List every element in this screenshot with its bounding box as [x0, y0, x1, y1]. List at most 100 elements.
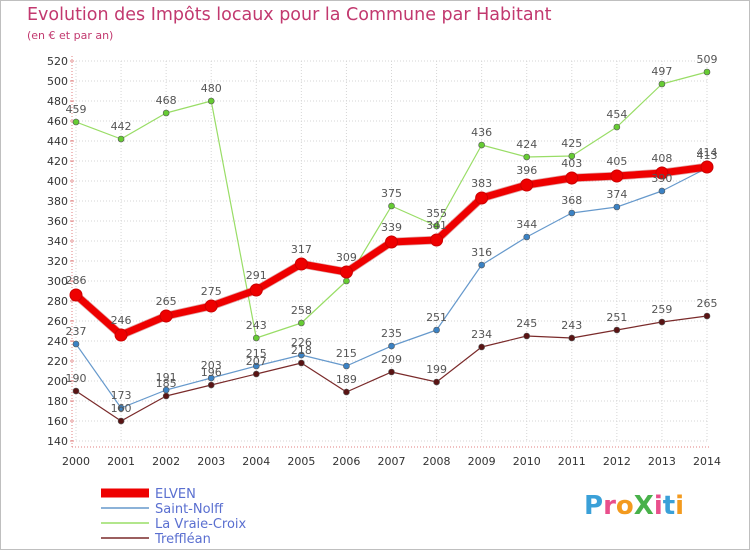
series-elven [69, 160, 714, 342]
legend-item: Treffléan [101, 532, 211, 547]
data-label: 218 [291, 344, 312, 357]
data-point [294, 257, 308, 271]
data-label: 408 [651, 152, 672, 165]
data-label: 191 [156, 371, 177, 384]
data-point [72, 118, 80, 126]
legend-label: Saint-Nolff [155, 502, 224, 517]
data-label: 341 [426, 219, 447, 232]
y-tick-label: 220 [47, 355, 68, 368]
data-label: 196 [201, 366, 222, 379]
data-label: 424 [516, 138, 537, 151]
x-tick-label: 2004 [242, 455, 270, 468]
data-labels: 190 160 185 196 207 218 189 209 199 234 245 243 251 2… [66, 53, 718, 415]
data-point [343, 277, 350, 285]
data-point [658, 318, 666, 326]
data-point [114, 328, 128, 342]
data-label: 374 [606, 188, 627, 201]
data-point [117, 417, 125, 425]
y-tick-label: 360 [47, 215, 68, 228]
x-tick-label: 2009 [468, 455, 496, 468]
data-point [207, 374, 215, 382]
data-label: 509 [697, 53, 718, 66]
data-label: 173 [111, 389, 132, 402]
data-label: 390 [651, 172, 672, 185]
y-tick-label: 140 [47, 435, 68, 448]
data-label: 309 [336, 251, 357, 264]
data-label: 160 [111, 402, 132, 415]
x-tick-label: 2001 [107, 455, 135, 468]
data-point [703, 312, 711, 320]
y-tick-label: 420 [47, 155, 68, 168]
y-tick-label: 160 [47, 415, 68, 428]
y-tick-label: 480 [47, 95, 68, 108]
data-point [252, 362, 260, 370]
data-point [298, 319, 305, 327]
data-point [523, 153, 531, 161]
y-tick-label: 300 [47, 275, 68, 288]
series-lines [69, 68, 714, 425]
data-label: 234 [471, 328, 492, 341]
data-label: 207 [246, 355, 267, 368]
x-tick-label: 2010 [513, 455, 541, 468]
legend-label: ELVEN [155, 487, 196, 502]
data-label: 480 [201, 82, 222, 95]
data-label: 203 [201, 359, 222, 372]
data-label: 383 [471, 177, 492, 190]
data-point [252, 334, 260, 342]
data-label: 291 [246, 269, 267, 282]
data-label: 215 [246, 347, 267, 360]
chart-subtitle: (en € et par an) [27, 29, 114, 42]
data-label: 414 [697, 146, 718, 159]
data-point [249, 283, 263, 297]
data-point [388, 202, 395, 210]
data-label: 425 [561, 137, 582, 150]
data-point [523, 332, 531, 340]
data-label: 185 [156, 377, 177, 390]
data-point [207, 381, 215, 389]
data-label: 190 [66, 372, 87, 385]
data-point [703, 68, 711, 76]
series-treffl-an [72, 312, 711, 425]
data-label: 442 [111, 120, 132, 133]
data-label: 286 [66, 274, 87, 287]
data-point [117, 135, 125, 143]
data-point [613, 123, 621, 131]
x-tick-label: 2000 [62, 455, 90, 468]
y-tick-label: 280 [47, 295, 68, 308]
data-point [388, 368, 395, 376]
data-point [430, 233, 444, 247]
data-point [298, 351, 305, 359]
y-tick-label: 180 [47, 395, 68, 408]
legend-item: La Vraie-Croix [101, 517, 247, 532]
data-point [388, 342, 395, 350]
data-label: 243 [561, 319, 582, 332]
data-label: 259 [651, 303, 672, 316]
data-point [658, 80, 666, 88]
data-label: 436 [471, 126, 492, 139]
data-point [655, 166, 669, 180]
data-point [162, 109, 170, 117]
data-point [475, 191, 489, 205]
data-point [72, 387, 80, 395]
data-point [252, 370, 260, 378]
legend-label: La Vraie-Croix [155, 517, 247, 532]
grid [75, 60, 708, 442]
y-tick-label: 380 [47, 195, 68, 208]
data-label: 246 [111, 314, 132, 327]
chart-title: Evolution des Impôts locaux pour la Comm… [27, 5, 552, 25]
data-label: 497 [651, 65, 672, 78]
data-point [298, 359, 305, 367]
data-point [658, 187, 666, 195]
data-label: 245 [516, 317, 537, 330]
data-point [72, 340, 80, 348]
data-label: 237 [66, 325, 87, 338]
data-point [339, 265, 353, 279]
data-label: 189 [336, 373, 357, 386]
data-label: 251 [606, 311, 627, 324]
data-point [159, 309, 173, 323]
data-label: 413 [697, 149, 718, 162]
series-la-vraie-croix [72, 68, 711, 342]
series-saint-nolff [72, 164, 711, 412]
